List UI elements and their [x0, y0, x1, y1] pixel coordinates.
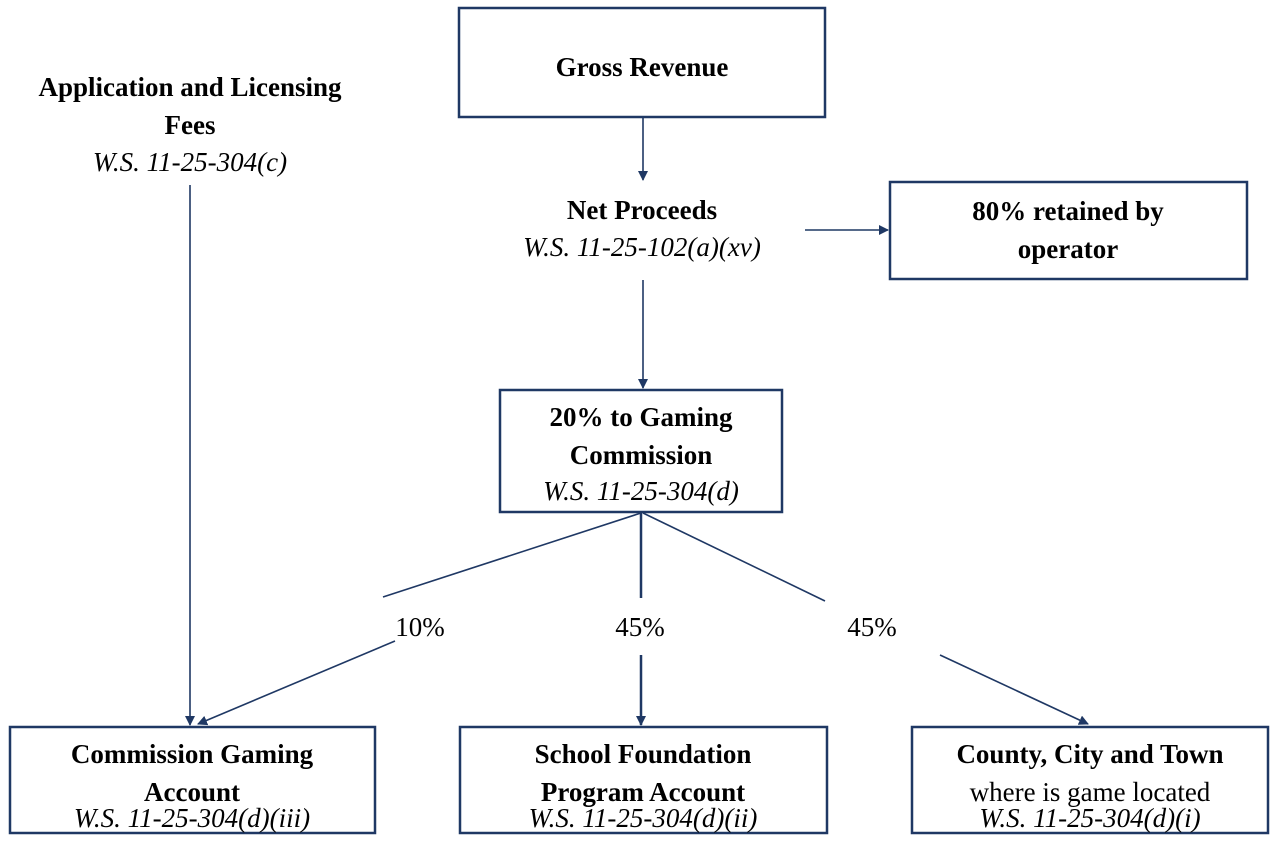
node-title: County, City and Town	[956, 739, 1223, 769]
node-title: Program Account	[541, 777, 745, 807]
node-text: where is game located	[970, 777, 1211, 807]
node-title: Application and Licensing	[38, 72, 342, 102]
node-title: operator	[1018, 234, 1118, 264]
citation: W.S. 11-25-304(d)(iii)	[74, 803, 310, 833]
edge-label: 45%	[615, 612, 665, 642]
node-title: Net Proceeds	[567, 195, 717, 225]
node-title: Commission Gaming	[71, 739, 314, 769]
box	[458, 725, 829, 835]
node-title: School Foundation	[535, 739, 752, 769]
edge-label: 10%	[395, 612, 445, 642]
citation: W.S. 11-25-304(d)(ii)	[529, 803, 758, 833]
box	[888, 180, 1249, 281]
edge-label: 45%	[847, 612, 897, 642]
citation: W.S. 11-25-304(d)	[543, 476, 739, 506]
node-title: Commission	[570, 440, 713, 470]
connector	[382, 512, 642, 598]
box	[910, 725, 1270, 835]
node-title: Fees	[165, 110, 216, 140]
box	[457, 6, 827, 119]
node-title: 20% to Gaming	[549, 402, 733, 432]
connector	[642, 512, 826, 602]
citation: W.S. 11-25-304(c)	[93, 147, 287, 177]
box	[498, 388, 784, 514]
node-title: Gross Revenue	[556, 52, 729, 82]
citation: W.S. 11-25-102(a)(xv)	[523, 232, 761, 262]
node-title: 80% retained by	[972, 196, 1164, 226]
node-title: Account	[144, 777, 240, 807]
citation: W.S. 11-25-304(d)(i)	[979, 803, 1200, 833]
arrow	[197, 640, 396, 726]
arrow	[939, 654, 1089, 725]
box	[8, 725, 377, 835]
